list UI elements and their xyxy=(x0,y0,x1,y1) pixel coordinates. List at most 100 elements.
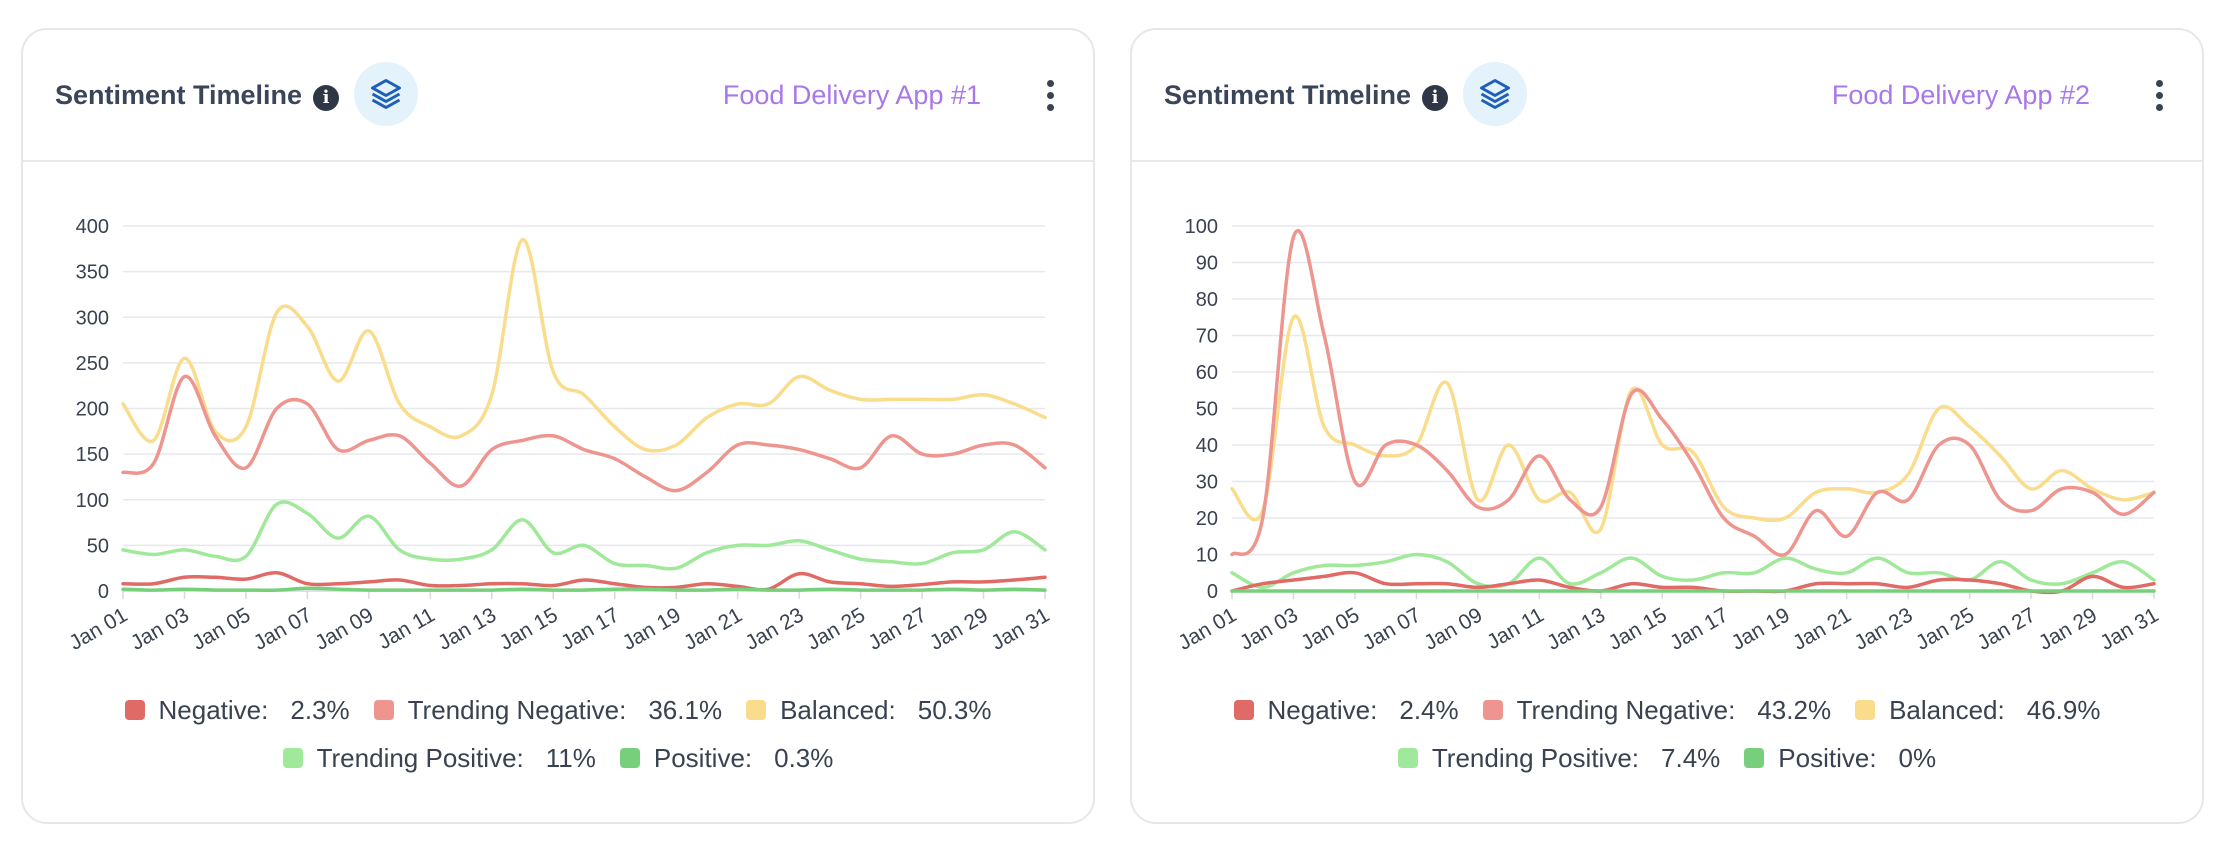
y-tick-label: 40 xyxy=(1196,435,1218,457)
legend-swatch xyxy=(1397,748,1418,768)
x-tick-label: Jan 19 xyxy=(619,603,685,654)
legend-item-positive[interactable]: Positive: 0.3% xyxy=(619,734,833,782)
series-line-balanced[interactable] xyxy=(121,237,1047,453)
x-tick-label: Jan 27 xyxy=(864,603,930,654)
legend-item-trending-positive[interactable]: Trending Positive: 7.4% xyxy=(1397,734,1720,782)
x-tick-label: Jan 05 xyxy=(1297,603,1363,654)
legend-swatch xyxy=(619,748,640,768)
x-tick-label: Jan 25 xyxy=(803,603,869,654)
app-name-link[interactable]: Food Delivery App #2 xyxy=(1831,80,2090,110)
y-tick-label: 70 xyxy=(1196,326,1218,348)
y-tick-label: 50 xyxy=(87,535,109,557)
y-tick-label: 30 xyxy=(1196,472,1218,494)
legend-swatch xyxy=(282,748,303,768)
y-tick-label: 100 xyxy=(1185,216,1218,238)
series-line-negative[interactable] xyxy=(1230,570,2156,595)
card-header: Sentiment Timeline i Food Delivery App #… xyxy=(23,30,1093,162)
x-tick-label: Jan 09 xyxy=(1420,603,1486,654)
card-title: Sentiment Timeline xyxy=(55,80,303,110)
sentiment-card-app-2: Sentiment Timeline i Food Delivery App #… xyxy=(1130,28,2204,824)
x-tick-label: Jan 17 xyxy=(557,603,623,654)
legend-item-negative[interactable]: Negative: 2.4% xyxy=(1233,686,1459,734)
card-header: Sentiment Timeline i Food Delivery App #… xyxy=(1132,30,2202,162)
legend-swatch xyxy=(124,700,145,720)
y-tick-label: 90 xyxy=(1196,253,1218,275)
x-tick-label: Jan 13 xyxy=(434,603,500,654)
y-tick-label: 400 xyxy=(76,216,109,238)
y-tick-label: 60 xyxy=(1196,362,1218,384)
x-tick-label: Jan 11 xyxy=(1483,603,1548,654)
app-name-link[interactable]: Food Delivery App #1 xyxy=(722,80,981,110)
more-options-icon[interactable] xyxy=(1043,78,1057,114)
y-tick-label: 150 xyxy=(76,444,109,466)
x-tick-label: Jan 27 xyxy=(1973,603,2039,654)
x-tick-label: Jan 23 xyxy=(1851,603,1917,654)
info-icon[interactable]: i xyxy=(1422,85,1448,111)
y-tick-label: 10 xyxy=(1196,545,1218,567)
x-tick-label: Jan 07 xyxy=(250,603,316,654)
layers-button[interactable] xyxy=(1463,62,1527,126)
layers-icon xyxy=(371,79,401,109)
x-tick-label: Jan 03 xyxy=(127,603,193,654)
layers-icon xyxy=(1480,79,1510,109)
y-tick-label: 100 xyxy=(76,490,109,512)
y-tick-label: 80 xyxy=(1196,289,1218,311)
series-line-negative[interactable] xyxy=(121,571,1047,592)
y-tick-label: 20 xyxy=(1196,508,1218,530)
series-line-trending-negative[interactable] xyxy=(121,374,1047,493)
more-options-icon[interactable] xyxy=(2152,78,2166,114)
x-tick-label: Jan 09 xyxy=(311,603,377,654)
legend-item-trending-negative[interactable]: Trending Negative: 43.2% xyxy=(1482,686,1831,734)
x-tick-label: Jan 29 xyxy=(2035,603,2101,654)
series-line-balanced[interactable] xyxy=(1230,314,2156,534)
sentiment-card-app-1: Sentiment Timeline i Food Delivery App #… xyxy=(21,28,1095,824)
x-tick-label: Jan 05 xyxy=(188,603,254,654)
y-tick-label: 0 xyxy=(98,581,109,603)
chart-legend: Negative: 2.3% Trending Negative: 36.1% Ba… xyxy=(23,686,1093,782)
x-tick-label: Jan 31 xyxy=(2096,603,2162,654)
legend-swatch xyxy=(1744,748,1765,768)
y-tick-label: 50 xyxy=(1196,399,1218,421)
legend-item-balanced[interactable]: Balanced: 50.3% xyxy=(746,686,991,734)
y-tick-label: 0 xyxy=(1207,581,1218,603)
legend-swatch xyxy=(1482,700,1503,720)
layers-button[interactable] xyxy=(354,62,418,126)
chart-legend: Negative: 2.4% Trending Negative: 43.2% Ba… xyxy=(1132,686,2202,782)
legend-item-negative[interactable]: Negative: 2.3% xyxy=(124,686,350,734)
x-tick-label: Jan 29 xyxy=(926,603,992,654)
legend-swatch xyxy=(1855,700,1876,720)
y-tick-label: 350 xyxy=(76,262,109,284)
series-line-trending-negative[interactable] xyxy=(1230,228,2156,557)
y-tick-label: 300 xyxy=(76,307,109,329)
x-tick-label: Jan 01 xyxy=(65,603,131,654)
x-tick-label: Jan 25 xyxy=(1912,603,1978,654)
legend-swatch xyxy=(746,700,767,720)
x-tick-label: Jan 13 xyxy=(1543,603,1609,654)
series-line-positive[interactable] xyxy=(121,586,1047,592)
y-tick-label: 200 xyxy=(76,399,109,421)
info-icon[interactable]: i xyxy=(313,85,339,111)
series-line-trending-positive[interactable] xyxy=(1230,552,2156,590)
x-tick-label: Jan 11 xyxy=(374,603,439,654)
legend-swatch xyxy=(1233,700,1254,720)
legend-item-trending-negative[interactable]: Trending Negative: 36.1% xyxy=(373,686,722,734)
legend-swatch xyxy=(373,700,394,720)
x-tick-label: Jan 17 xyxy=(1666,603,1732,654)
x-tick-label: Jan 15 xyxy=(496,603,562,654)
series-line-trending-positive[interactable] xyxy=(121,500,1047,571)
x-tick-label: Jan 03 xyxy=(1236,603,1302,654)
x-tick-label: Jan 19 xyxy=(1728,603,1794,654)
y-tick-label: 250 xyxy=(76,353,109,375)
x-tick-label: Jan 21 xyxy=(680,603,746,654)
x-tick-label: Jan 15 xyxy=(1605,603,1671,654)
legend-item-trending-positive[interactable]: Trending Positive: 11% xyxy=(282,734,596,782)
x-tick-label: Jan 23 xyxy=(742,603,808,654)
card-title: Sentiment Timeline xyxy=(1164,80,1412,110)
legend-item-positive[interactable]: Positive: 0% xyxy=(1744,734,1936,782)
x-tick-label: Jan 31 xyxy=(987,603,1053,654)
legend-item-balanced[interactable]: Balanced: 46.9% xyxy=(1855,686,2100,734)
x-tick-label: Jan 07 xyxy=(1359,603,1425,654)
x-tick-label: Jan 21 xyxy=(1789,603,1855,654)
